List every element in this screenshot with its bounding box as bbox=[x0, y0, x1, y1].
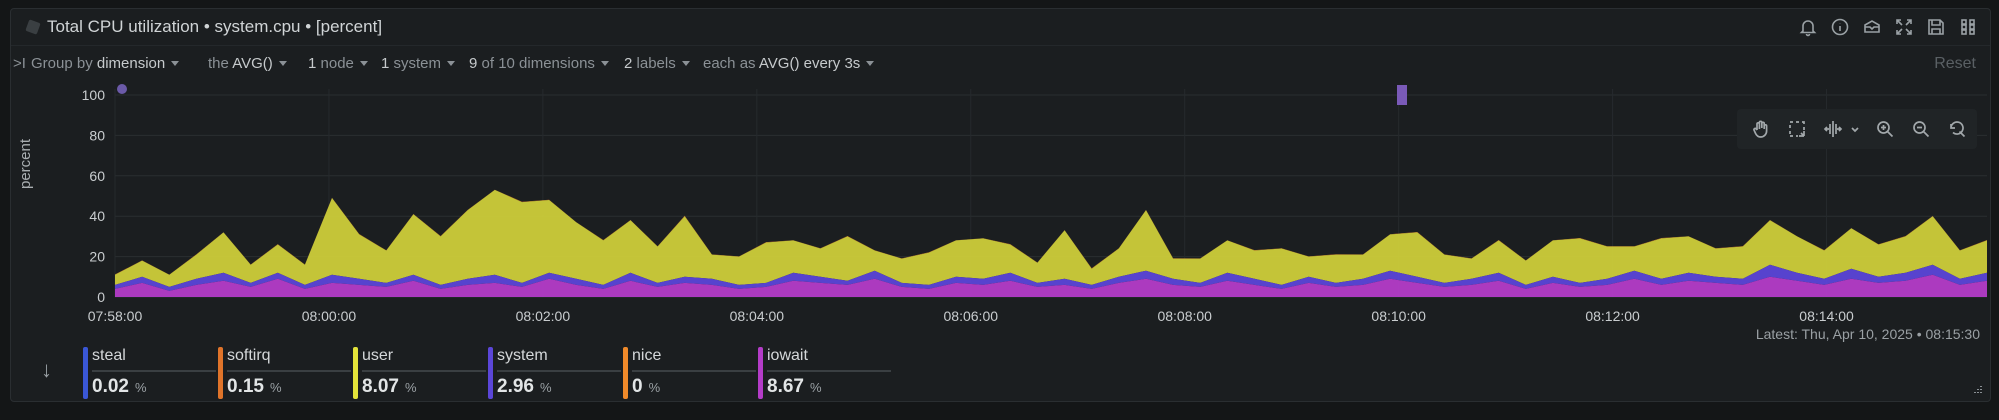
y-tick-label: 80 bbox=[89, 127, 105, 143]
group-by-select[interactable]: Group by dimension bbox=[31, 55, 180, 72]
legend-item-label: iowait bbox=[767, 347, 808, 364]
alert-bell-icon[interactable] bbox=[1798, 17, 1818, 37]
x-tick-label: 08:00:00 bbox=[302, 308, 357, 324]
arrow-down-icon[interactable]: ↓ bbox=[41, 357, 52, 382]
pan-hand-icon[interactable] bbox=[1751, 119, 1771, 139]
legend-color-swatch bbox=[218, 347, 223, 399]
systems-select[interactable]: 1 system bbox=[381, 55, 456, 72]
chart-titlebar: Total CPU utilization • system.cpu • [pe… bbox=[11, 9, 1990, 46]
chart-panel: Total CPU utilization • system.cpu • [pe… bbox=[10, 8, 1991, 402]
x-tick-label: 08:14:00 bbox=[1799, 308, 1854, 324]
x-tick-label: 08:08:00 bbox=[1157, 308, 1212, 324]
legend-divider bbox=[497, 370, 621, 372]
y-tick-label: 100 bbox=[82, 87, 106, 103]
legend-item-value: 2.96% bbox=[497, 376, 552, 397]
select-area-icon[interactable] bbox=[1787, 119, 1807, 139]
group-by-bar: >I Group by dimension the AVG() 1 node 1… bbox=[11, 51, 1990, 77]
legend-item-label: steal bbox=[92, 347, 126, 364]
x-tick-label: 08:12:00 bbox=[1585, 308, 1640, 324]
zoom-in-icon[interactable] bbox=[1875, 119, 1895, 139]
y-tick-label: 20 bbox=[89, 249, 105, 265]
x-tick-label: 08:10:00 bbox=[1371, 308, 1426, 324]
fullscreen-icon[interactable] bbox=[1894, 17, 1914, 37]
latest-timestamp: Latest: Thu, Apr 10, 2025 • 08:15:30 bbox=[1755, 326, 1980, 342]
annotation-marker[interactable] bbox=[117, 84, 127, 94]
area-series-user[interactable] bbox=[115, 189, 1987, 287]
area-series-system[interactable] bbox=[115, 264, 1987, 291]
dimensions-select[interactable]: 9 of 10 dimensions bbox=[469, 55, 609, 72]
legend-divider bbox=[632, 370, 756, 372]
chart-toolbar bbox=[1737, 109, 1977, 149]
legend-color-swatch bbox=[758, 347, 763, 399]
legend-item-value: 0% bbox=[632, 376, 661, 397]
legend-item-label: nice bbox=[632, 347, 662, 364]
legend-color-swatch bbox=[623, 347, 628, 399]
legend-item-value: 0.02% bbox=[92, 376, 147, 397]
chart-title: Total CPU utilization • system.cpu • [pe… bbox=[25, 17, 383, 37]
legend-item-softirq[interactable]: softirq 0.15% bbox=[218, 347, 351, 399]
horizontal-zoom-icon[interactable] bbox=[1823, 119, 1843, 139]
x-tick-label: 08:06:00 bbox=[944, 308, 999, 324]
zoom-out-icon[interactable] bbox=[1911, 119, 1931, 139]
chart-legend: ↓ steal 0.02% softirq 0.15% user 8.07% system 2… bbox=[11, 339, 1990, 399]
legend-item-iowait[interactable]: iowait 8.67% bbox=[758, 347, 891, 399]
drag-handle-icon[interactable] bbox=[1958, 17, 1978, 37]
legend-divider bbox=[767, 370, 891, 372]
labels-select[interactable]: 2 labels bbox=[624, 55, 690, 72]
x-tick-label: 08:02:00 bbox=[516, 308, 571, 324]
collapse-toggle[interactable]: >I bbox=[13, 55, 26, 72]
legend-item-label: system bbox=[497, 347, 548, 364]
save-icon[interactable] bbox=[1926, 17, 1946, 37]
legend-color-swatch bbox=[83, 347, 88, 399]
legend-divider bbox=[227, 370, 351, 372]
legend-color-swatch bbox=[353, 347, 358, 399]
y-tick-label: 60 bbox=[89, 168, 105, 184]
legend-item-system[interactable]: system 2.96% bbox=[488, 347, 621, 399]
aggregation-select[interactable]: the AVG() bbox=[208, 55, 287, 72]
x-tick-label: 08:04:00 bbox=[730, 308, 785, 324]
y-tick-label: 0 bbox=[97, 289, 105, 305]
chart-type-icon bbox=[25, 19, 41, 35]
time-aggregation-select[interactable]: each as AVG() every 3s bbox=[703, 55, 875, 72]
y-tick-label: 40 bbox=[89, 208, 105, 224]
legend-item-steal[interactable]: steal 0.02% bbox=[83, 347, 216, 399]
legend-color-swatch bbox=[488, 347, 493, 399]
nodes-select[interactable]: 1 node bbox=[308, 55, 368, 72]
legend-item-value: 0.15% bbox=[227, 376, 282, 397]
title-actions bbox=[1798, 17, 1978, 37]
area-series-iowait[interactable] bbox=[115, 274, 1987, 297]
legend-item-label: softirq bbox=[227, 347, 271, 364]
legend-item-value: 8.07% bbox=[362, 376, 417, 397]
legend-divider bbox=[362, 370, 486, 372]
legend-item-value: 8.67% bbox=[767, 376, 822, 397]
legend-item-user[interactable]: user 8.07% bbox=[353, 347, 486, 399]
event-marker[interactable] bbox=[1397, 85, 1407, 105]
x-tick-label: 07:58:00 bbox=[88, 308, 143, 324]
chart-title-text: Total CPU utilization • system.cpu • [pe… bbox=[47, 17, 383, 36]
reset-button[interactable]: Reset bbox=[1934, 55, 1976, 72]
dashboard-icon[interactable] bbox=[1862, 17, 1882, 37]
stacked-area-chart[interactable]: 0 20 40 60 80 100 07:58:00 08:00:00 08:02:00 08:0… bbox=[11, 79, 1990, 329]
chevron-down-icon[interactable] bbox=[1845, 119, 1865, 139]
reset-zoom-icon[interactable] bbox=[1947, 119, 1967, 139]
legend-item-nice[interactable]: nice 0% bbox=[623, 347, 756, 399]
resize-grip-icon[interactable] bbox=[1970, 383, 1982, 395]
legend-divider bbox=[92, 370, 216, 372]
info-icon[interactable] bbox=[1830, 17, 1850, 37]
legend-item-label: user bbox=[362, 347, 394, 364]
